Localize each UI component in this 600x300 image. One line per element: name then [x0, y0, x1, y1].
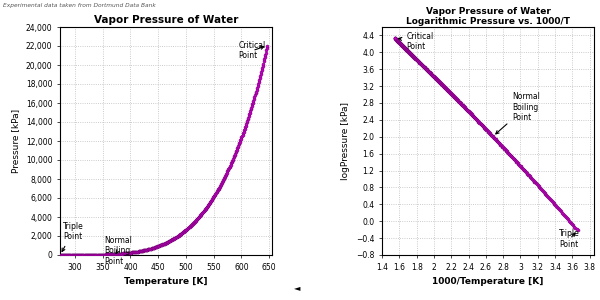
- Text: Critical
Point: Critical Point: [398, 32, 434, 52]
- Text: Triple
Point: Triple Point: [559, 229, 580, 249]
- Title: Vapor Pressure of Water: Vapor Pressure of Water: [94, 15, 238, 25]
- Text: ◄: ◄: [294, 284, 300, 292]
- Text: Experimental data taken from Dortmund Data Bank: Experimental data taken from Dortmund Da…: [3, 3, 156, 8]
- X-axis label: Temperature [K]: Temperature [K]: [124, 277, 208, 286]
- Y-axis label: logPressure [kPa]: logPressure [kPa]: [341, 102, 350, 180]
- Text: Critical
Point: Critical Point: [239, 41, 266, 60]
- Y-axis label: Pressure [kPa]: Pressure [kPa]: [11, 109, 20, 173]
- Text: Triple
Point: Triple Point: [62, 222, 83, 251]
- Text: Normal
Boiling
Point: Normal Boiling Point: [104, 236, 131, 266]
- X-axis label: 1000/Temperature [K]: 1000/Temperature [K]: [433, 277, 544, 286]
- Title: Vapor Pressure of Water
Logarithmic Pressure vs. 1000/T: Vapor Pressure of Water Logarithmic Pres…: [406, 7, 570, 26]
- Text: Normal
Boiling
Point: Normal Boiling Point: [496, 92, 540, 134]
